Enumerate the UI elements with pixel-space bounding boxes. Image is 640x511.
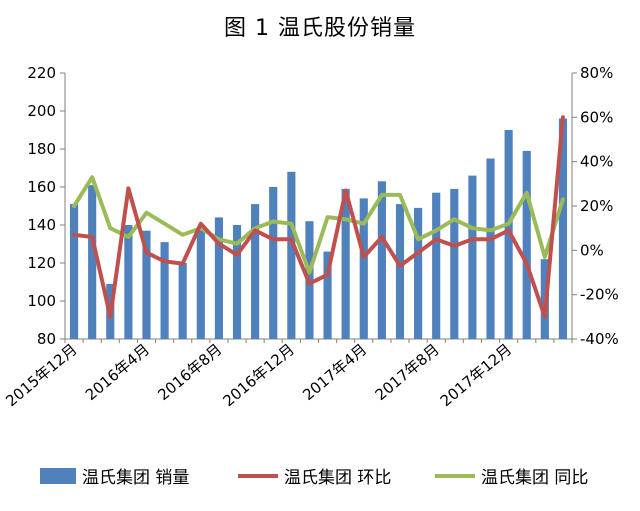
bar-sales <box>341 188 350 339</box>
bar-sales <box>178 263 187 339</box>
y-left-tick-label: 180 <box>27 140 56 158</box>
legend-label-yoy: 温氏集团 同比 <box>481 468 589 488</box>
bar-sales <box>69 204 79 339</box>
x-tick-label: 2015年12月 <box>2 340 80 410</box>
bar-sales <box>377 181 386 339</box>
y-left-tick-label: 80 <box>37 330 56 348</box>
legend-item-yoy: 温氏集团 同比 <box>435 463 588 488</box>
x-tick-label: 2017年12月 <box>437 340 515 410</box>
chart-title: 图 1 温氏股份销量 <box>224 16 416 41</box>
bar-sales <box>269 187 278 339</box>
y-left-tick-label: 160 <box>27 178 56 196</box>
y-right-tick-label: 60% <box>580 108 613 126</box>
y-right-tick-label: 20% <box>580 197 613 215</box>
bar-sales <box>522 150 531 339</box>
bar-sales <box>468 175 477 339</box>
y-left-tick-label: 220 <box>27 64 56 82</box>
line-yoy <box>72 175 565 275</box>
y-left-tick-label: 200 <box>27 102 56 120</box>
bar-sales <box>196 226 205 339</box>
y-left-tick-label: 100 <box>27 292 56 310</box>
x-tick-label: 2017年8月 <box>372 340 443 404</box>
y-left-tick-label: 120 <box>27 254 56 272</box>
bar-sales <box>486 158 495 339</box>
y-right-tick-label: -20% <box>580 286 619 304</box>
bar-sales <box>160 242 169 339</box>
bar-sales <box>214 217 223 339</box>
legend: 温氏集团 销量 温氏集团 环比 温氏集团 同比 <box>40 463 640 493</box>
bar-sales <box>414 207 423 339</box>
legend-label-mom: 温氏集团 环比 <box>284 468 392 488</box>
bar-sales <box>232 225 242 339</box>
legend-swatch-yoy <box>435 473 475 478</box>
line-mom <box>72 115 565 319</box>
bar-sales <box>124 225 133 339</box>
x-tick-label: 2016年8月 <box>154 340 225 404</box>
x-tick-label: 2016年4月 <box>82 340 153 404</box>
bar-sales <box>558 118 568 339</box>
y-right-tick-label: -40% <box>580 330 619 348</box>
bar-sales <box>432 192 441 339</box>
legend-item-mom: 温氏集团 环比 <box>238 463 391 488</box>
x-tick-label: 2017年4月 <box>299 340 370 404</box>
legend-swatch-mom <box>238 473 278 478</box>
chart-canvas: 80 100 120 140 160 180 200 220 -40% -20% 0% 20% 40% 6… <box>2 64 619 410</box>
bar-sales <box>142 230 151 339</box>
bar-sales <box>251 204 260 339</box>
legend-item-sales: 温氏集团 销量 <box>40 463 189 488</box>
legend-label-sales: 温氏集团 销量 <box>82 468 190 488</box>
bar-sales <box>395 204 405 339</box>
legend-swatch-sales <box>40 467 76 484</box>
y-right-tick-label: 80% <box>580 64 613 82</box>
bar-sales <box>323 251 332 339</box>
y-left-tick-label: 140 <box>27 216 56 234</box>
y-right-tick-label: 0% <box>580 241 604 259</box>
bar-sales <box>287 171 296 339</box>
bar-sales <box>359 198 368 339</box>
y-right-tick-label: 40% <box>580 153 613 171</box>
bar-sales <box>88 185 97 339</box>
bar-sales <box>450 188 459 339</box>
x-tick-label: 2016年12月 <box>219 340 297 410</box>
